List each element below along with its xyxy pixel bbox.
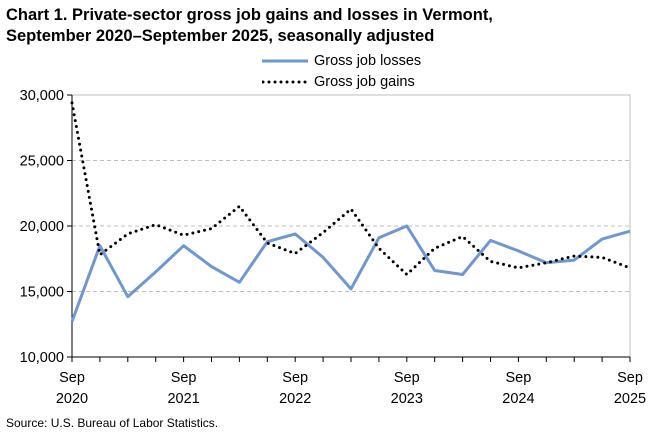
chart-legend: Gross job losses Gross job gains (262, 50, 421, 92)
source-note: Source: U.S. Bureau of Labor Statistics. (6, 416, 219, 430)
axes (71, 95, 630, 358)
x-tick-label-month: Sep (59, 370, 85, 386)
plot-area-border (71, 94, 631, 358)
legend-label-losses: Gross job losses (314, 52, 422, 69)
x-tick-label-month: Sep (282, 370, 308, 386)
y-tick-label: 30,000 (20, 88, 64, 104)
x-tick-label-year: 2024 (502, 391, 534, 407)
legend-item-losses: Gross job losses (262, 50, 421, 71)
y-tick-label: 25,000 (20, 154, 64, 170)
x-tick-label-month: Sep (171, 370, 197, 386)
y-axis-ticks: 10,000 15,000 20,000 25,000 30,000 (20, 88, 72, 366)
legend-label-gains: Gross job gains (314, 73, 415, 90)
x-tick-label-year: 2021 (167, 391, 199, 407)
y-tick-label: 15,000 (20, 285, 64, 301)
legend-swatch-gains (262, 80, 308, 83)
x-tick-label-year: 2023 (391, 391, 423, 407)
y-tick-label: 10,000 (20, 350, 64, 366)
x-tick-label-month: Sep (505, 370, 531, 386)
series-lines (70, 101, 632, 323)
series-line-job-losses (70, 224, 631, 323)
x-tick-label-year: 2022 (279, 391, 311, 407)
chart-title-line1: Chart 1. Private-sector gross job gains … (6, 6, 493, 24)
chart-title-line2: September 2020–September 2025, seasonall… (6, 27, 435, 45)
x-tick-label-year: 2025 (614, 391, 646, 407)
y-tick-label: 20,000 (20, 219, 64, 235)
x-tick-label-month: Sep (617, 370, 643, 386)
x-tick-label-month: Sep (394, 370, 420, 386)
chart-title: Chart 1. Private-sector gross job gains … (6, 5, 656, 47)
grid-lines (71, 94, 631, 358)
x-tick-label-year: 2020 (56, 391, 88, 407)
x-axis-ticks: Sep 2020 Sep 2021 Sep 2022 Sep 2023 Sep 2024 Sep 20… (56, 357, 646, 407)
legend-swatch-losses (262, 59, 308, 62)
series-line-job-gains (70, 101, 632, 276)
legend-item-gains: Gross job gains (262, 71, 421, 92)
